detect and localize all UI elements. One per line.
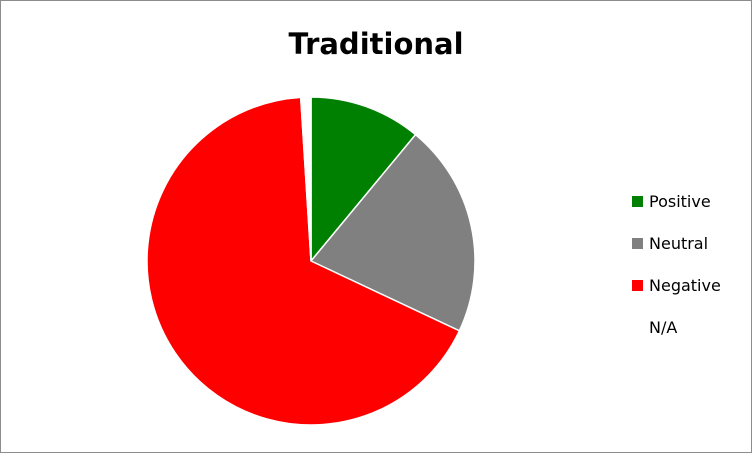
legend-item-n-a: N/A [632, 313, 721, 341]
legend-item-negative: Negative [632, 271, 721, 299]
legend-swatch-negative [632, 279, 643, 291]
legend-item-neutral: Neutral [632, 229, 721, 257]
pie-slice-positive [310, 96, 417, 264]
legend-label-n-a: N/A [649, 317, 678, 337]
chart-title: Traditional [288, 27, 464, 61]
legend-label-positive: Positive [649, 191, 711, 211]
legend-swatch-neutral [632, 237, 643, 249]
legend-item-positive: Positive [632, 187, 721, 215]
legend-label-neutral: Neutral [649, 233, 709, 253]
pie-slice-negative [146, 96, 461, 426]
legend: Positive Neutral Negative N/A [632, 187, 721, 355]
legend-label-negative: Negative [649, 275, 721, 295]
pie-slice-n-a [299, 96, 312, 262]
legend-swatch-n-a [632, 322, 643, 333]
pie-slice-neutral [309, 133, 476, 332]
legend-swatch-positive [632, 195, 643, 207]
